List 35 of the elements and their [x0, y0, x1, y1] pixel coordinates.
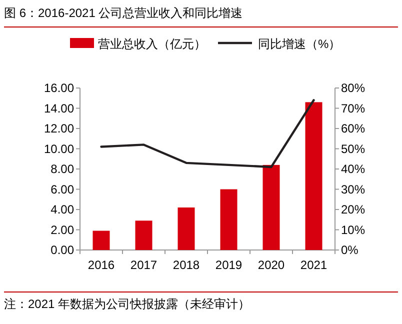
x-tick-label: 2016	[88, 258, 115, 272]
y2-tick-label: 20%	[341, 202, 366, 216]
y-tick-label: 6.00	[50, 182, 74, 196]
y2-tick-label: 80%	[341, 81, 366, 95]
y2-tick-label: 30%	[341, 182, 366, 196]
legend-label: 同比增速（%）	[258, 37, 341, 51]
bar	[305, 102, 322, 250]
y-tick-label: 2.00	[50, 222, 74, 237]
y2-tick-label: 50%	[341, 142, 366, 156]
y2-tick-label: 40%	[341, 162, 366, 176]
bar	[178, 207, 195, 250]
y2-tick-label: 0%	[341, 243, 359, 257]
line-series	[100, 99, 315, 168]
y-tick-label: 0.00	[50, 243, 74, 257]
bar	[220, 189, 238, 250]
y-tick-label: 12.00	[44, 122, 74, 136]
chart-title: 图 6：2016-2021 公司总营业收入和同比增速	[4, 6, 243, 20]
bar	[262, 164, 280, 250]
text: 注：2021 年数据为公司快报披露（未经审计）	[4, 297, 250, 311]
x-tick-label: 2019	[215, 258, 242, 272]
x-tick-label: 2018	[172, 258, 200, 272]
legend-label: 营业总收入（亿元）	[98, 37, 206, 51]
x-tick-label: 2020	[258, 258, 285, 272]
y-tick-label: 4.00	[50, 202, 74, 216]
y-tick-label: 10.00	[44, 142, 74, 156]
y2-tick-label: 10%	[341, 222, 366, 237]
x-tick-label: 2017	[130, 258, 158, 272]
y2-tick-label: 70%	[341, 101, 366, 116]
y-tick-label: 8.00	[50, 162, 74, 176]
bar	[92, 230, 110, 250]
y-tick-label: 14.00	[44, 101, 74, 116]
y-tick-label: 16.00	[44, 81, 74, 95]
bar	[135, 220, 152, 250]
x-tick-label: 2021	[300, 258, 328, 272]
y2-tick-label: 60%	[341, 122, 366, 136]
